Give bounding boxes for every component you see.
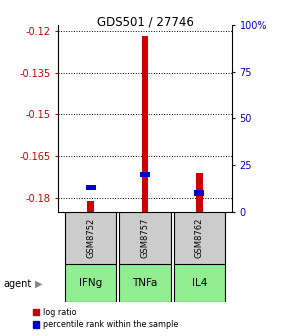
- Bar: [87, 201, 94, 212]
- Bar: [174, 264, 225, 302]
- Bar: [86, 185, 95, 190]
- Bar: [65, 264, 116, 302]
- Bar: [195, 190, 204, 196]
- Legend: log ratio, percentile rank within the sample: log ratio, percentile rank within the sa…: [33, 308, 178, 329]
- Text: TNFa: TNFa: [132, 278, 158, 288]
- Text: IFNg: IFNg: [79, 278, 102, 288]
- Bar: [119, 212, 171, 264]
- Text: GDS501 / 27746: GDS501 / 27746: [97, 15, 193, 28]
- Bar: [142, 36, 148, 212]
- Bar: [119, 264, 171, 302]
- Bar: [196, 173, 203, 212]
- Bar: [174, 212, 225, 264]
- Text: GSM8757: GSM8757: [140, 217, 150, 258]
- Text: agent: agent: [3, 279, 31, 289]
- Bar: [65, 212, 116, 264]
- Bar: [140, 172, 150, 177]
- Text: ▶: ▶: [35, 279, 43, 289]
- Text: IL4: IL4: [192, 278, 207, 288]
- Text: GSM8762: GSM8762: [195, 217, 204, 258]
- Text: GSM8752: GSM8752: [86, 218, 95, 258]
